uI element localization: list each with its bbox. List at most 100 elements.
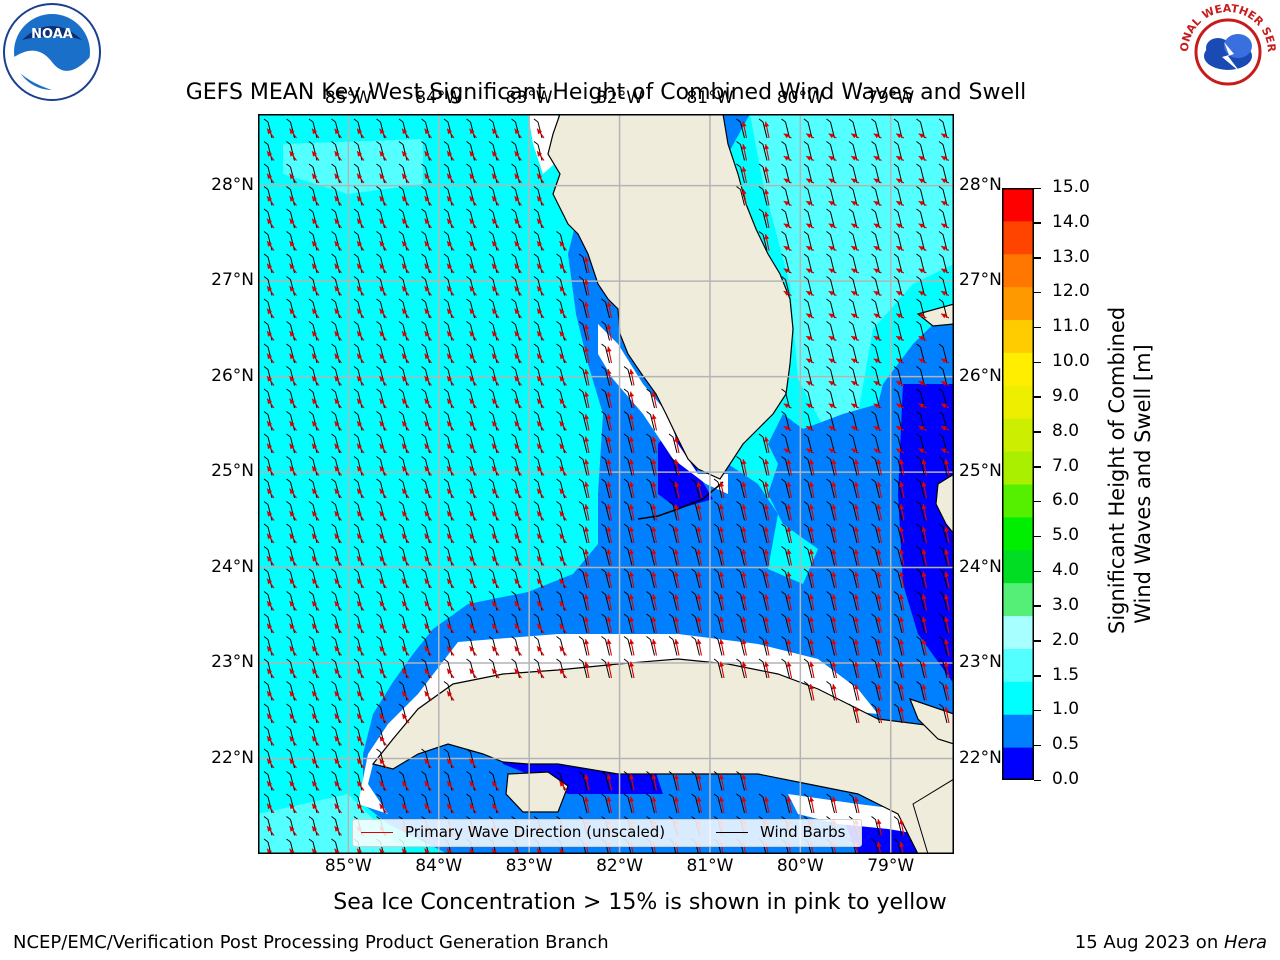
wave-arrow-head — [896, 133, 902, 139]
wind-barb — [803, 636, 813, 656]
wave-arrow-head — [402, 533, 408, 540]
wave-arrow-head — [921, 571, 927, 578]
wave-arrow-head — [918, 156, 925, 161]
wave-arrow-head — [606, 639, 612, 645]
wave-arrow-head — [806, 313, 812, 319]
wind-barb — [916, 523, 925, 544]
wave-arrow-head — [584, 594, 590, 600]
wave-arrow-head — [606, 324, 612, 330]
wave-arrow-head — [918, 381, 925, 386]
wave-arrow-head — [828, 223, 835, 229]
wind-barb — [938, 231, 948, 251]
wind-barb — [848, 343, 858, 364]
wave-arrow-head — [741, 661, 747, 668]
wave-arrow-head — [267, 308, 273, 315]
wind-barb — [736, 793, 745, 814]
wave-arrow-head — [447, 601, 453, 607]
wave-arrow-head — [918, 201, 925, 206]
wave-arrow-head — [584, 369, 590, 375]
wave-arrow-head — [876, 481, 882, 488]
wave-arrow-head — [584, 481, 590, 488]
wind-barb — [803, 456, 813, 476]
wave-arrow-head — [492, 511, 498, 517]
colorbar-tick-mark — [1034, 605, 1041, 607]
wave-arrow-head — [492, 308, 498, 315]
wave-arrow-head — [783, 426, 790, 431]
wind-barb — [871, 703, 880, 724]
wind-barb — [938, 298, 948, 319]
wave-arrow-head — [492, 218, 498, 225]
wind-barb — [646, 771, 655, 791]
wave-arrow-head — [783, 268, 790, 274]
wave-arrow-head — [741, 189, 747, 195]
wave-arrow-head — [492, 151, 498, 157]
wind-barb — [826, 501, 835, 521]
wave-arrow-head — [606, 481, 612, 488]
wind-barb — [938, 591, 948, 611]
wind-barb — [713, 523, 723, 544]
wind-barb — [803, 523, 813, 544]
wave-arrow-head — [629, 549, 635, 555]
wave-arrow-head — [537, 173, 543, 180]
wave-arrow-head — [896, 268, 902, 274]
wave-arrow-head — [559, 488, 565, 495]
credit-branch: NCEP/EMC/Verification Post Processing Pr… — [13, 932, 609, 953]
wave-arrow-head — [514, 218, 520, 225]
wind-barb — [578, 501, 588, 521]
wave-arrow-head — [379, 646, 385, 652]
wave-arrow-head — [584, 324, 590, 330]
wind-barb — [623, 636, 633, 656]
wave-arrow-head — [741, 166, 747, 173]
wave-arrow-head — [424, 443, 430, 450]
lat-label-right: 24°N — [959, 556, 1002, 577]
wave-arrow-head — [559, 308, 565, 315]
wind-barb — [781, 253, 790, 274]
wave-arrow-head — [696, 616, 702, 623]
wave-arrow-head — [289, 556, 295, 562]
wind-barb — [803, 186, 813, 206]
wave-arrow-head — [312, 646, 318, 652]
wind-barb — [826, 523, 835, 544]
wave-arrow-head — [876, 504, 882, 510]
lon-label-bottom: 80°W — [776, 856, 824, 876]
wind-barb — [781, 411, 790, 431]
wind-barb — [758, 613, 768, 634]
wave-arrow-head — [312, 826, 318, 832]
wave-arrow-head — [559, 668, 565, 675]
wind-barb — [758, 658, 768, 679]
wave-arrow-head — [334, 803, 340, 810]
wave-arrow-head — [873, 448, 880, 454]
wave-arrow-head — [783, 291, 790, 296]
wind-barb — [736, 658, 745, 679]
wave-arrow-head — [469, 488, 475, 495]
wave-arrow-head — [357, 488, 363, 495]
wave-arrow-head — [786, 639, 792, 645]
wave-arrow-head — [783, 448, 790, 454]
wind-barb — [826, 613, 835, 634]
wind-barb — [736, 456, 745, 476]
wind-barb — [803, 613, 813, 634]
wave-arrow-head — [537, 578, 543, 585]
wind-barb — [848, 636, 858, 656]
colorbar-tick-label: 11.0 — [1052, 316, 1090, 337]
wind-barb — [578, 321, 588, 341]
wind-barb — [826, 388, 835, 409]
wind-barb — [893, 276, 903, 296]
wave-arrow-head — [402, 173, 408, 180]
wave-arrow-head — [289, 241, 295, 247]
wind-barb — [803, 208, 813, 229]
wave-arrow-head — [651, 571, 657, 578]
wind-barb — [893, 568, 903, 589]
wave-arrow-head — [469, 196, 475, 202]
wave-arrow-head — [896, 448, 902, 454]
wave-arrow-head — [918, 178, 925, 184]
wave-arrow-head — [537, 601, 543, 607]
wind-barb — [668, 433, 678, 454]
wind-barb — [848, 793, 858, 814]
wave-arrow-head — [492, 781, 498, 787]
wave-arrow-head — [357, 623, 363, 630]
wave-arrow-head — [289, 331, 295, 337]
wind-barb — [623, 658, 633, 679]
wave-arrow-head — [764, 481, 770, 488]
wave-arrow-head — [402, 241, 408, 247]
